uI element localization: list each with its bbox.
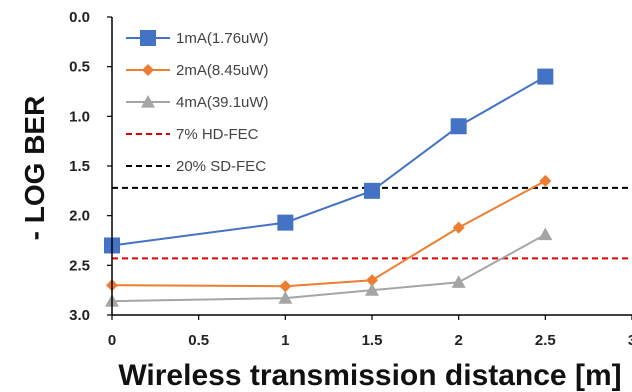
- data-point-diamond: [539, 174, 552, 187]
- legend-label: 1mA(1.76uW): [176, 30, 269, 47]
- data-point-triangle: [451, 275, 466, 288]
- y-tick-label: 2.0: [69, 208, 90, 225]
- x-tick-label: 1: [281, 332, 289, 349]
- series-triangle: [105, 227, 553, 307]
- data-point-square: [450, 118, 467, 135]
- legend: 1mA(1.76uW) 2mA(8.45uW) 4mA(39.1uW) 7% HD-F…: [126, 30, 269, 175]
- data-point-diamond: [279, 280, 292, 293]
- x-tick-label: 2: [454, 332, 462, 349]
- data-point-square: [140, 30, 156, 46]
- data-point-triangle: [278, 291, 293, 304]
- legend-label: 7% HD-FEC: [176, 126, 259, 143]
- axes: 0 0.5 1 1.5 2 2.5 3 0.0 0.5 1.0 1.5 2.0 2.5 3.0: [69, 9, 632, 349]
- y-axis-title: - LOG BER: [19, 96, 50, 241]
- y-tick-label: 0.0: [69, 9, 90, 26]
- data-point-diamond: [452, 221, 465, 234]
- y-tick-label: 3.0: [69, 307, 90, 324]
- x-tick-label: 0: [108, 332, 116, 349]
- x-axis-title: Wireless transmission distance [m]: [118, 359, 621, 392]
- data-point-triangle: [538, 227, 553, 241]
- data-point-diamond: [366, 274, 378, 287]
- y-tick-label: 1.5: [69, 158, 90, 175]
- data-point-triangle: [365, 283, 379, 296]
- y-tick-label: 1.0: [69, 108, 90, 125]
- y-tick-label: 2.5: [69, 257, 90, 274]
- x-tick-label: 3: [628, 332, 632, 349]
- x-tick-label: 0.5: [188, 332, 209, 349]
- data-point-diamond: [142, 64, 154, 76]
- series-diamond: [106, 174, 552, 293]
- data-point-square: [537, 68, 554, 85]
- data-point-square: [364, 182, 380, 199]
- y-tick-label: 0.5: [69, 59, 90, 76]
- x-tick-label: 1.5: [362, 332, 383, 349]
- legend-label: 20% SD-FEC: [176, 158, 266, 175]
- x-tick-label: 2.5: [535, 332, 556, 349]
- data-point-square: [277, 214, 294, 231]
- series-line: [111, 233, 546, 303]
- data-point-triangle: [141, 95, 155, 108]
- data-series: [104, 68, 554, 307]
- legend-label: 2mA(8.45uW): [176, 62, 269, 79]
- series-square: [104, 68, 554, 254]
- legend-label: 4mA(39.1uW): [176, 94, 269, 111]
